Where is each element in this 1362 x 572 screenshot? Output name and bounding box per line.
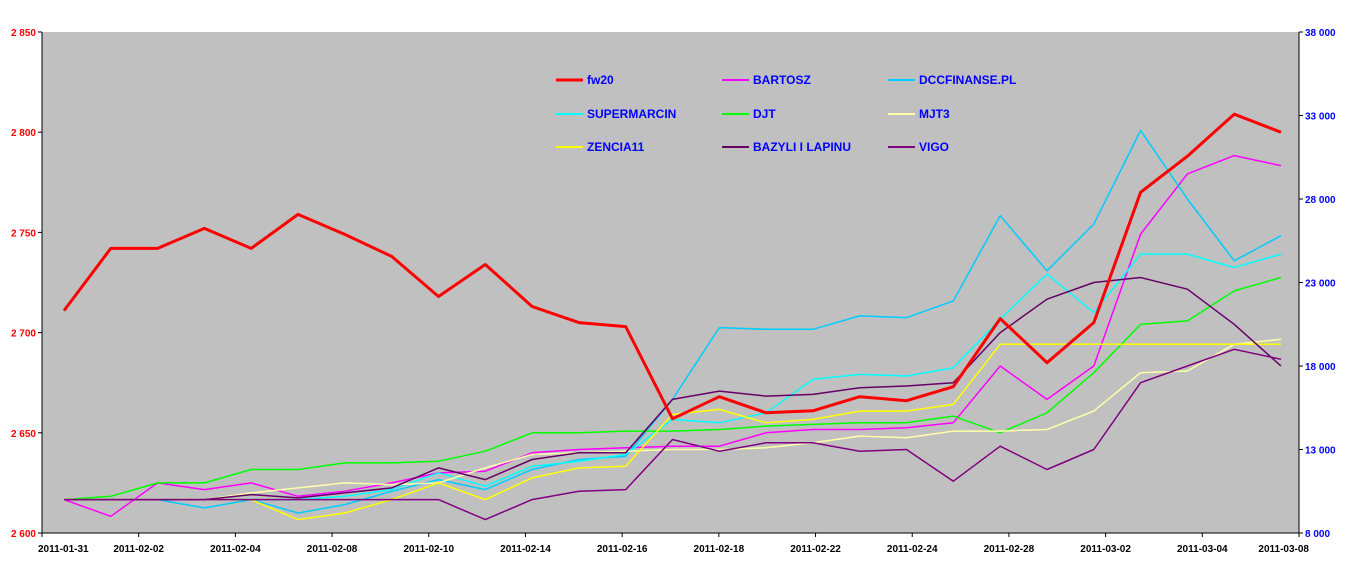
legend-label: DCCFINANSE.PL <box>919 73 1016 87</box>
legend-label: ZENCIA11 <box>587 140 645 154</box>
legend-label: BAZYLI I LAPINU <box>753 140 851 154</box>
right-axis-tick-label: 8 000 <box>1305 529 1330 540</box>
x-axis-ticks: 2011-01-31 2011-02-02 2011-02-04 2011-02-08… <box>38 533 1309 555</box>
left-axis-tick-label: 2 600 <box>11 529 36 540</box>
x-axis-tick-label: 2011-03-02 <box>1080 544 1131 555</box>
legend-label: VIGO <box>919 140 949 154</box>
x-axis-tick-label: 2011-02-14 <box>500 544 551 555</box>
right-axis-ticks: 8 000 13 000 18 000 23 000 28 000 33 000 38 00… <box>1299 28 1336 540</box>
left-axis-tick-label: 2 700 <box>11 329 36 340</box>
x-axis-tick-label: 2011-02-24 <box>887 544 938 555</box>
series-line-mjt3 <box>64 338 1282 501</box>
legend-label: DJT <box>753 107 776 121</box>
right-axis-tick-label: 38 000 <box>1305 28 1336 39</box>
left-axis-tick-label: 2 850 <box>11 28 36 39</box>
series-line-vigo <box>64 348 1282 521</box>
x-axis-tick-label: 2011-03-08 <box>1258 544 1309 555</box>
x-axis-tick-label: 2011-02-16 <box>597 544 648 555</box>
legend-label: fw20 <box>587 73 614 87</box>
right-axis-tick-label: 13 000 <box>1305 446 1336 457</box>
x-axis-tick-label: 2011-02-08 <box>307 544 358 555</box>
legend: fw20 BARTOSZ DCCFINANSE.PL SUPERMARCIN DJT MJ… <box>556 73 1016 154</box>
right-axis-tick-label: 33 000 <box>1305 112 1336 123</box>
legend-label: MJT3 <box>919 107 950 121</box>
x-axis-tick-label: 2011-02-18 <box>694 544 745 555</box>
x-axis-tick-label: 2011-02-10 <box>403 544 454 555</box>
x-axis-tick-label: 2011-02-04 <box>210 544 261 555</box>
right-axis-tick-label: 28 000 <box>1305 195 1336 206</box>
x-axis-tick-label: 2011-02-22 <box>790 544 841 555</box>
series-line-bartosz <box>63 154 1282 518</box>
series-line-zencia11 <box>64 343 1281 521</box>
x-axis-tick-label: 2011-03-04 <box>1177 544 1228 555</box>
right-axis-tick-label: 18 000 <box>1305 362 1336 373</box>
series-line-bazyli-i-lapinu <box>64 276 1282 501</box>
left-axis-tick-label: 2 750 <box>11 228 36 239</box>
x-axis-tick-label: 2011-02-28 <box>984 544 1035 555</box>
legend-label: BARTOSZ <box>753 73 811 87</box>
left-axis-ticks: 2 600 2 650 2 700 2 750 2 800 2 850 <box>11 28 42 540</box>
series-line-djt <box>63 276 1282 501</box>
x-axis-tick-label: 2011-02-02 <box>113 544 164 555</box>
legend-label: SUPERMARCIN <box>587 107 676 121</box>
series-line-fw20 <box>62 112 1282 421</box>
x-axis-tick-label: 2011-01-31 <box>38 544 89 555</box>
right-axis-tick-label: 23 000 <box>1305 279 1336 290</box>
left-axis-tick-label: 2 650 <box>11 429 36 440</box>
series-layer <box>62 112 1282 521</box>
left-axis-tick-label: 2 800 <box>11 128 36 139</box>
